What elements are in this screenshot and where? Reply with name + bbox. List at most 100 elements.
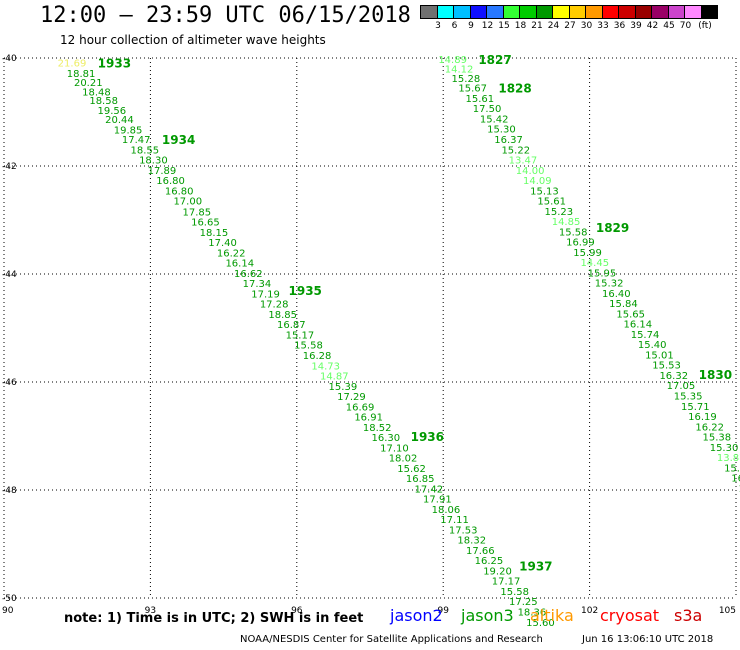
swh-value: 16.0 bbox=[731, 474, 740, 485]
legend-label: 39 bbox=[630, 21, 642, 31]
legend-label: 70 bbox=[679, 21, 692, 31]
swh-value: 19.56 bbox=[97, 106, 126, 117]
swh-value: 14.85 bbox=[552, 217, 581, 228]
swh-value: 17.53 bbox=[449, 525, 478, 536]
color-legend bbox=[420, 5, 718, 19]
lon-tick-label: 96 bbox=[291, 606, 303, 616]
legend-label: 30 bbox=[580, 21, 593, 31]
swh-value: 15.95 bbox=[588, 268, 617, 279]
swh-value: 16.69 bbox=[346, 402, 375, 413]
swh-value: 16.32 bbox=[659, 371, 688, 382]
satellite-jason3: jason3 bbox=[461, 606, 514, 625]
swh-value: 18.32 bbox=[457, 536, 486, 547]
swh-value: 16.40 bbox=[602, 289, 631, 300]
swh-value: 15.65 bbox=[616, 309, 645, 320]
swh-value: 15.32 bbox=[595, 279, 624, 290]
lat-tick-label: -46 bbox=[2, 378, 17, 388]
time-label: 1934 bbox=[162, 133, 195, 147]
swh-value: 17.25 bbox=[509, 597, 538, 608]
lat-tick-label: -40 bbox=[2, 54, 17, 64]
swh-value: 16.28 bbox=[303, 351, 332, 362]
legend-label: 6 bbox=[451, 21, 458, 31]
legend-label: 27 bbox=[564, 21, 576, 31]
swh-value: 14.00 bbox=[516, 166, 545, 177]
swh-value: 17.50 bbox=[473, 104, 502, 115]
swh-value: 16.14 bbox=[225, 259, 254, 270]
swh-value: 21.69 bbox=[58, 58, 87, 69]
swh-value: 16.14 bbox=[624, 320, 653, 331]
altimeter-track: 14.8914.1215.2815.6715.6117.5015.4215.30… bbox=[438, 53, 740, 495]
swh-value: 15.53 bbox=[652, 361, 681, 372]
swh-value: 17.40 bbox=[208, 238, 237, 249]
swh-value: 15.13 bbox=[530, 186, 559, 197]
legend-label: 3 bbox=[435, 21, 441, 31]
color-legend-labels: 3 6 9 12 15 18 21 24 27 30 33 36 39 42 45 70 (ft) bbox=[421, 21, 740, 33]
swh-value: 15.22 bbox=[501, 145, 530, 156]
swh-value: 18.36 bbox=[518, 608, 547, 619]
swh-value: 15.74 bbox=[631, 330, 660, 341]
swh-value: 14.89 bbox=[438, 55, 467, 66]
swh-value: 15.17 bbox=[286, 330, 315, 341]
swh-value: 15.23 bbox=[545, 207, 574, 218]
swh-value: 17.66 bbox=[466, 546, 495, 557]
swh-value: 16.80 bbox=[156, 176, 185, 187]
altimeter-tracks: 21.6918.8120.2118.4818.5819.5620.4419.85… bbox=[58, 53, 740, 629]
swh-value: 15.61 bbox=[537, 197, 566, 208]
swh-value: 15.60 bbox=[526, 618, 555, 629]
swh-value: 14.73 bbox=[311, 361, 340, 372]
swh-value: 16.85 bbox=[406, 474, 435, 485]
swh-value: 15.42 bbox=[480, 114, 509, 125]
time-label: 1936 bbox=[411, 430, 444, 444]
swh-value: 18.06 bbox=[432, 505, 461, 516]
swh-value: 15.58 bbox=[500, 587, 529, 598]
swh-value: 16 bbox=[738, 484, 740, 495]
satellite-cryosat: cryosat bbox=[600, 606, 660, 625]
swh-value: 16.65 bbox=[191, 218, 220, 229]
altimeter-track: 21.6918.8120.2118.4818.5819.5620.4419.85… bbox=[58, 56, 555, 628]
swh-value: 15.28 bbox=[452, 74, 481, 85]
lon-tick-label: 90 bbox=[2, 606, 14, 616]
swh-value: 15.45 bbox=[724, 463, 740, 474]
swh-value: 17.85 bbox=[182, 207, 211, 218]
legend-label: 45 bbox=[663, 21, 675, 31]
swh-value: 17.10 bbox=[380, 443, 409, 454]
swh-value: 18.58 bbox=[89, 96, 118, 107]
time-label: 1828 bbox=[498, 82, 531, 96]
swh-value: 19.85 bbox=[114, 125, 143, 136]
swh-value: 14.87 bbox=[320, 372, 349, 383]
swh-value: 15.01 bbox=[645, 350, 674, 361]
swh-value: 16.30 bbox=[372, 433, 401, 444]
time-label: 1827 bbox=[478, 53, 511, 67]
lon-tick-label: 105 bbox=[719, 606, 736, 616]
axis-ticks: -40 -42 -44 -46 -48 -50 90 93 96 99 102 105 bbox=[2, 54, 736, 616]
swh-value: 16.87 bbox=[277, 320, 306, 331]
satellite-altika: altika bbox=[530, 606, 574, 625]
swh-value: 17.28 bbox=[260, 300, 289, 311]
lat-tick-label: -42 bbox=[2, 162, 17, 172]
swh-value: 17.42 bbox=[414, 484, 443, 495]
legend-label: 18 bbox=[514, 21, 527, 31]
swh-value: 17.89 bbox=[148, 166, 177, 177]
swh-value: 18.30 bbox=[139, 156, 168, 167]
satellite-s3a: s3a bbox=[674, 606, 703, 625]
swh-value: 16.25 bbox=[475, 556, 504, 567]
lat-tick-label: -50 bbox=[2, 594, 17, 604]
swh-value: 16.99 bbox=[566, 238, 595, 249]
swh-value: 17.34 bbox=[243, 279, 272, 290]
swh-value: 19.20 bbox=[483, 566, 512, 577]
time-label: 1829 bbox=[596, 221, 629, 235]
swh-value: 18.15 bbox=[200, 228, 229, 239]
time-label: 1830 bbox=[699, 368, 732, 382]
time-label: 1935 bbox=[289, 284, 322, 298]
legend-label: 24 bbox=[547, 21, 560, 31]
footer-timestamp: Jun 16 13:06:10 UTC 2018 bbox=[582, 634, 714, 645]
swh-value: 17.29 bbox=[337, 392, 366, 403]
swh-value: 15.39 bbox=[329, 382, 358, 393]
swh-value: 17.17 bbox=[492, 577, 521, 588]
legend-label: 33 bbox=[597, 21, 609, 31]
swh-value: 15.99 bbox=[573, 248, 602, 259]
lat-tick-label: -44 bbox=[2, 270, 17, 280]
time-label: 1933 bbox=[98, 56, 131, 70]
swh-value: 18.48 bbox=[82, 87, 111, 98]
